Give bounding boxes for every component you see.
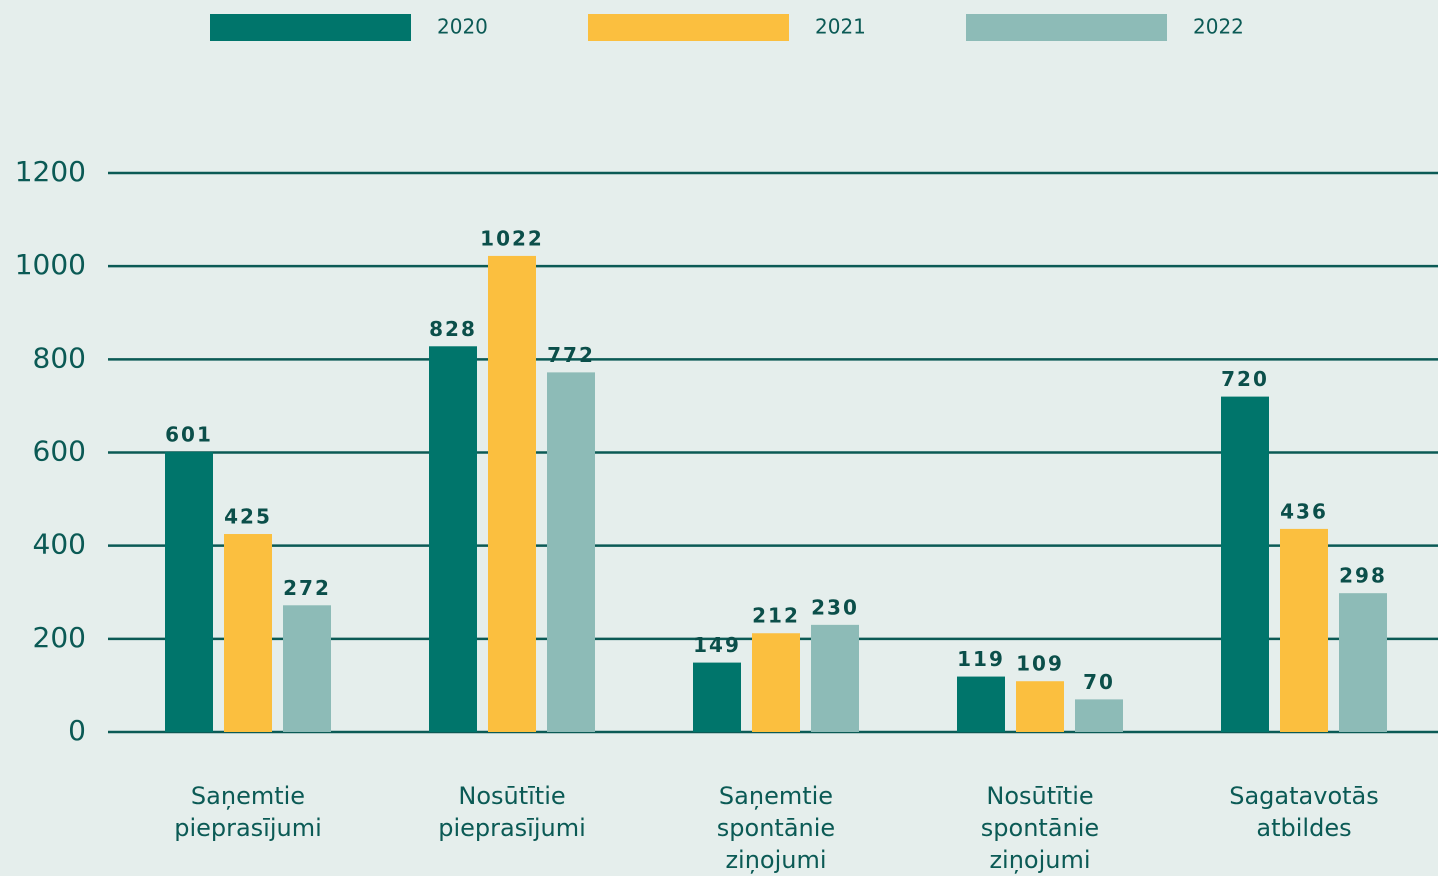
x-tick-label: Saņemtie spontānie ziņojumi [716, 782, 836, 874]
bar [1016, 681, 1064, 732]
data-label: 149 [693, 633, 741, 657]
bar [547, 372, 595, 732]
bar [957, 676, 1005, 732]
data-label: 1022 [480, 226, 544, 250]
y-tick-label: 200 [33, 621, 86, 654]
y-tick-label: 0 [68, 714, 86, 747]
bar [165, 452, 213, 732]
legend-swatch [966, 14, 1167, 41]
legend-label: 2020 [437, 15, 488, 39]
data-label: 720 [1221, 367, 1269, 391]
bar [1221, 396, 1269, 732]
data-label: 828 [429, 317, 477, 341]
data-label: 230 [811, 595, 859, 619]
data-label: 272 [283, 576, 331, 600]
y-tick-label: 800 [33, 341, 86, 374]
y-tick-label: 600 [33, 435, 86, 468]
bar [693, 662, 741, 732]
y-tick-label: 1200 [15, 155, 86, 188]
legend-swatch [588, 14, 789, 41]
data-label: 425 [224, 505, 272, 529]
bar [1280, 528, 1328, 732]
bar [752, 633, 800, 732]
data-label: 212 [752, 604, 800, 628]
legend-label: 2022 [1193, 15, 1244, 39]
x-tick-label: Nosūtītie pieprasījumi [438, 782, 586, 842]
data-label: 601 [165, 423, 213, 447]
data-label: 119 [957, 647, 1005, 671]
bar [1075, 699, 1123, 732]
bar [224, 534, 272, 732]
legend-swatch [210, 14, 411, 41]
data-label: 298 [1339, 564, 1387, 588]
bar [811, 624, 859, 732]
bar [1339, 593, 1387, 732]
data-label: 70 [1083, 670, 1115, 694]
bar [429, 346, 477, 732]
y-tick-label: 1000 [15, 248, 86, 281]
x-tick-label: Nosūtītie spontānie ziņojumi [980, 782, 1100, 874]
data-label: 436 [1280, 499, 1328, 523]
data-label: 109 [1016, 652, 1064, 676]
x-tick-label: Sagatavotās atbildes [1229, 782, 1379, 842]
data-label: 772 [547, 343, 595, 367]
bar [488, 255, 536, 732]
x-tick-label: Saņemtie pieprasījumi [174, 782, 322, 842]
y-tick-label: 400 [33, 528, 86, 561]
legend-label: 2021 [815, 15, 866, 39]
bar [283, 605, 331, 732]
